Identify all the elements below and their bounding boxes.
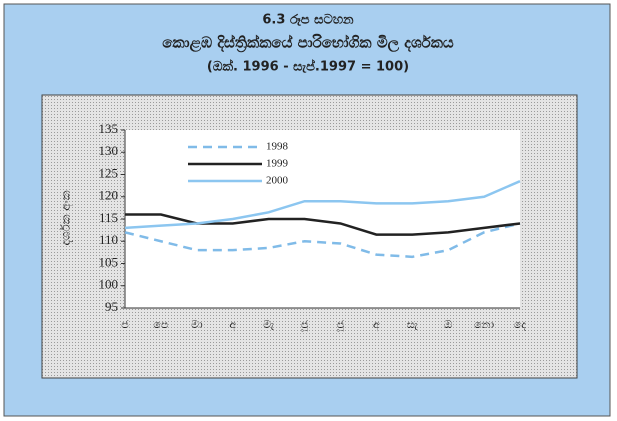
x-tick-label: දෙ (514, 318, 526, 331)
y-tick-label: 110 (99, 232, 118, 247)
y-axis-label: දර්ශක අංක (59, 190, 74, 245)
y-tick-label: 100 (99, 277, 119, 292)
series-line (125, 213, 521, 236)
y-tick-label: 125 (99, 165, 119, 180)
plot-area (125, 130, 520, 308)
x-tick-label: අ (373, 318, 380, 332)
title-line: (ඔක්. 1996 - සැප්.1997 = 100) (207, 57, 409, 74)
x-tick-label: පෙ (153, 318, 168, 331)
series-line (124, 180, 521, 230)
y-tick-label: 115 (99, 210, 118, 225)
legend-label: 1998 (266, 141, 289, 153)
x-tick-label: ජූ (300, 318, 309, 331)
x-tick-label: ජ (121, 318, 129, 331)
title-line: 6.3 රූප සටහන (262, 13, 354, 28)
y-tick-label: 105 (99, 254, 119, 269)
title-line: කොළඹ දිස්ත්‍රික්කයේ පාරිභෝගික මිල දර්ශකය (162, 33, 454, 53)
x-tick-label: ඔ (444, 318, 452, 331)
y-tick-label: 95 (105, 299, 118, 314)
x-tick-label: අ (229, 318, 236, 332)
y-tick-label: 130 (99, 143, 119, 158)
legend-label: 2000 (266, 175, 289, 187)
x-tick-label: මා (191, 318, 203, 331)
y-tick-label: 120 (99, 188, 119, 203)
x-tick-label: සැ (407, 318, 419, 331)
legend-label: 1999 (266, 158, 289, 170)
series-line (124, 222, 521, 259)
x-tick-label: මැ (263, 318, 275, 331)
x-tick-label: ජූ (336, 318, 345, 331)
x-tick-label: නො (474, 318, 494, 331)
y-tick-label: 135 (99, 121, 119, 136)
